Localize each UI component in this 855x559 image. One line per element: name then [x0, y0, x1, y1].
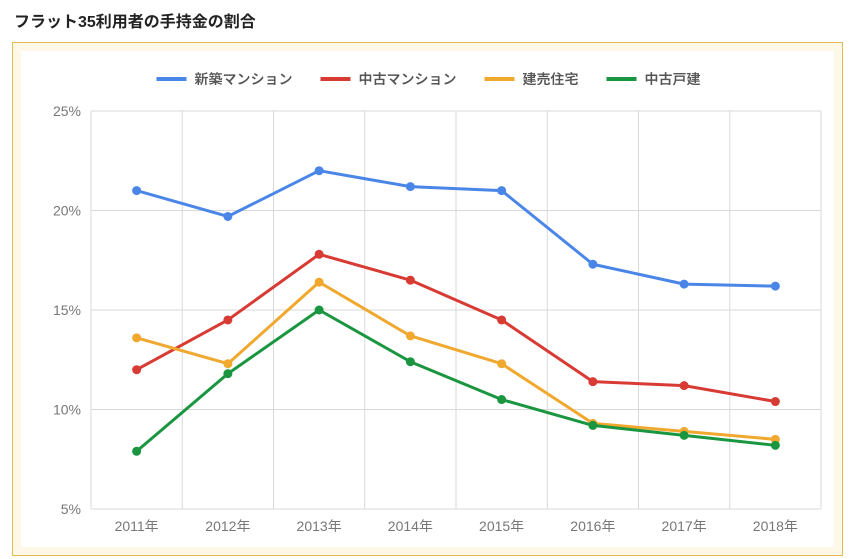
data-point [315, 306, 324, 315]
data-point [588, 421, 597, 430]
legend-label: 新築マンション [195, 71, 293, 87]
data-point [680, 431, 689, 440]
x-tick-label: 2018年 [753, 518, 798, 534]
chart-outer-frame: 新築マンション 中古マンション 建売住宅 中古戸建 5% 10% 15% 20% 25% 2011… [12, 42, 843, 556]
x-tick-label: 2016年 [570, 518, 615, 534]
data-point [406, 276, 415, 285]
data-point [132, 365, 141, 374]
legend-label: 中古戸建 [645, 71, 701, 87]
data-point [223, 359, 232, 368]
legend-label: 建売住宅 [523, 71, 579, 87]
data-point [315, 166, 324, 175]
data-point [588, 260, 597, 269]
data-point [132, 447, 141, 456]
x-tick-label: 2012年 [205, 518, 250, 534]
data-point [132, 186, 141, 195]
data-point [680, 381, 689, 390]
x-tick-label: 2015年 [479, 518, 524, 534]
data-point [315, 278, 324, 287]
x-tick-label: 2017年 [662, 518, 707, 534]
x-tick-label: 2011年 [115, 518, 159, 534]
data-point [406, 331, 415, 340]
data-point [223, 315, 232, 324]
data-point [771, 441, 780, 450]
y-tick-label: 5% [61, 501, 81, 517]
data-point [771, 282, 780, 291]
y-tick-label: 10% [53, 402, 81, 418]
data-point [406, 357, 415, 366]
data-point [497, 359, 506, 368]
data-point [406, 182, 415, 191]
line-chart: 新築マンション 中古マンション 建売住宅 中古戸建 5% 10% 15% 20% 25% 2011… [21, 51, 836, 549]
y-tick-label: 25% [53, 103, 81, 119]
data-point [497, 186, 506, 195]
legend-label: 中古マンション [359, 71, 457, 87]
data-point [497, 395, 506, 404]
data-point [132, 333, 141, 342]
data-point [223, 212, 232, 221]
data-point [315, 250, 324, 259]
x-tick-label: 2013年 [297, 518, 342, 534]
x-tick-label: 2014年 [388, 518, 433, 534]
chart-inner-frame: 新築マンション 中古マンション 建売住宅 中古戸建 5% 10% 15% 20% 25% 2011… [21, 51, 834, 547]
y-tick-label: 15% [53, 302, 81, 318]
data-point [771, 397, 780, 406]
data-point [497, 315, 506, 324]
y-tick-label: 20% [53, 203, 81, 219]
data-point [588, 377, 597, 386]
page-title: フラット35利用者の手持金の割合 [12, 0, 843, 42]
data-point [223, 369, 232, 378]
data-point [680, 280, 689, 289]
